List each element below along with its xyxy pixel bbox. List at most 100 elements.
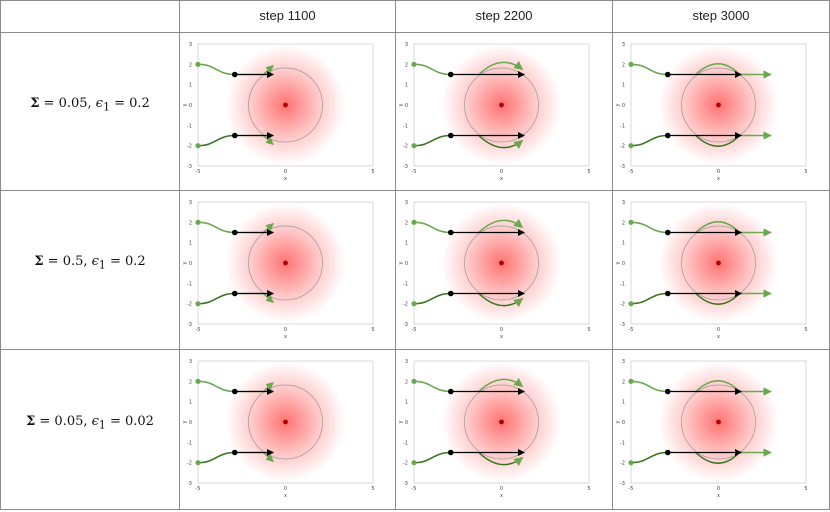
y-tick-label: 0 — [405, 103, 408, 109]
x-tick-label: 5 — [587, 169, 590, 175]
epsilon-value: = 0.02 — [105, 414, 154, 429]
trajectory-start — [411, 301, 417, 307]
y-tick-label: -3 — [403, 481, 408, 487]
obstacle-center — [499, 419, 504, 425]
x-tick-label: 0 — [500, 486, 503, 492]
y-tick-label: 3 — [189, 200, 192, 206]
trajectory-approach — [413, 380, 451, 393]
trajectory-current — [231, 449, 238, 456]
y-axis-label: y — [182, 261, 188, 264]
x-tick-label: 5 — [371, 169, 374, 175]
trajectory-approach — [197, 451, 235, 464]
plot-svg: 3 2 1 0 -1 -2 -3 -5 0 5 x y — [398, 200, 591, 340]
trajectory-start — [411, 219, 417, 225]
x-tick-label: -5 — [629, 169, 634, 175]
trajectory-plot: 3 2 1 0 -1 -2 -3 -5 0 5 x y — [180, 33, 396, 190]
trajectory-approach — [630, 63, 668, 76]
obstacle-boundary — [464, 225, 539, 301]
trajectory-approach — [197, 380, 235, 393]
x-tick-label: -5 — [629, 486, 634, 492]
x-axis-label: x — [717, 176, 720, 182]
trajectory-current — [664, 229, 671, 236]
trajectory-current — [231, 229, 238, 236]
x-tick-label: 5 — [371, 327, 374, 333]
x-tick-label: 0 — [284, 169, 287, 175]
y-tick-label: -3 — [187, 164, 192, 170]
y-tick-label: -2 — [620, 461, 625, 467]
obstacle-boundary — [681, 384, 756, 460]
epsilon-subscript: 1 — [98, 258, 106, 272]
y-tick-label: 1 — [622, 241, 625, 247]
y-tick-label: 2 — [622, 220, 625, 226]
epsilon-value: = 0.2 — [109, 96, 150, 111]
obstacle-boundary — [248, 225, 323, 301]
trajectory-start — [195, 143, 201, 149]
trajectory-plot: 3 2 1 0 -1 -2 -3 -5 0 5 x y — [396, 350, 612, 507]
y-tick-label: -1 — [403, 123, 408, 129]
column-header-step-3000: step 3000 — [692, 8, 750, 23]
trajectory-approach — [413, 134, 451, 147]
y-tick-label: -1 — [620, 281, 625, 287]
trajectory-current — [231, 132, 238, 139]
sigma-value: = 0.05, — [35, 414, 92, 429]
y-tick-label: -2 — [620, 302, 625, 308]
trajectory-start — [411, 378, 417, 384]
y-tick-label: 1 — [405, 241, 408, 247]
trajectory-start — [411, 460, 417, 466]
x-tick-label: 5 — [804, 169, 807, 175]
trajectory-current — [447, 388, 454, 395]
trajectory-current — [447, 71, 454, 78]
y-tick-label: 0 — [405, 420, 408, 426]
column-header-step-2200: step 2200 — [475, 8, 533, 23]
x-tick-label: 0 — [717, 327, 720, 333]
y-tick-label: 0 — [189, 261, 192, 267]
trajectory-approach — [630, 380, 668, 393]
trajectory-current — [231, 388, 238, 395]
x-tick-label: 5 — [587, 486, 590, 492]
trajectory-approach — [630, 134, 668, 147]
y-tick-label: 2 — [189, 379, 192, 385]
y-tick-label: 1 — [622, 400, 625, 406]
y-tick-label: -3 — [403, 164, 408, 170]
table-divider — [0, 32, 830, 33]
trajectory-start — [628, 219, 634, 225]
y-tick-label: -3 — [403, 322, 408, 328]
table-divider — [179, 0, 180, 510]
y-tick-label: 2 — [405, 62, 408, 68]
y-tick-label: 2 — [622, 379, 625, 385]
epsilon-value: = 0.2 — [105, 254, 146, 269]
trajectory-plot: 3 2 1 0 -1 -2 -3 -5 0 5 x y — [180, 350, 396, 507]
trajectory-approach — [413, 292, 451, 305]
y-tick-label: 3 — [405, 359, 408, 365]
trajectory-arc — [478, 451, 524, 467]
trajectory-current — [447, 132, 454, 139]
row-label-2: Σ = 0.5, ϵ1 = 0.2 — [1, 254, 179, 272]
trajectory-current — [664, 132, 671, 139]
y-tick-label: 2 — [189, 62, 192, 68]
y-tick-label: 2 — [622, 62, 625, 68]
sigma-symbol: Σ — [26, 414, 36, 429]
trajectory-plot: 3 2 1 0 -1 -2 -3 -5 0 5 x y — [613, 191, 829, 348]
x-tick-label: 0 — [717, 169, 720, 175]
y-tick-label: 1 — [405, 400, 408, 406]
trajectory-start — [628, 301, 634, 307]
trajectory-current — [664, 290, 671, 297]
trajectory-approach — [413, 221, 451, 234]
y-tick-label: 3 — [622, 359, 625, 365]
trajectory-approach — [413, 451, 451, 464]
trajectory-plot: 3 2 1 0 -1 -2 -3 -5 0 5 x y — [396, 191, 612, 348]
plot-svg: 3 2 1 0 -1 -2 -3 -5 0 5 x y — [182, 200, 375, 340]
trajectory-start — [195, 460, 201, 466]
x-tick-label: 5 — [804, 486, 807, 492]
x-tick-label: 0 — [500, 327, 503, 333]
y-tick-label: -2 — [187, 302, 192, 308]
y-tick-label: -1 — [403, 440, 408, 446]
obstacle-center — [499, 102, 504, 108]
trajectory-current — [664, 71, 671, 78]
y-tick-label: -3 — [187, 481, 192, 487]
sigma-value: = 0.5, — [43, 254, 92, 269]
obstacle-boundary — [681, 67, 756, 143]
table-divider — [0, 190, 830, 191]
row-label-1: Σ = 0.05, ϵ1 = 0.2 — [1, 96, 179, 114]
